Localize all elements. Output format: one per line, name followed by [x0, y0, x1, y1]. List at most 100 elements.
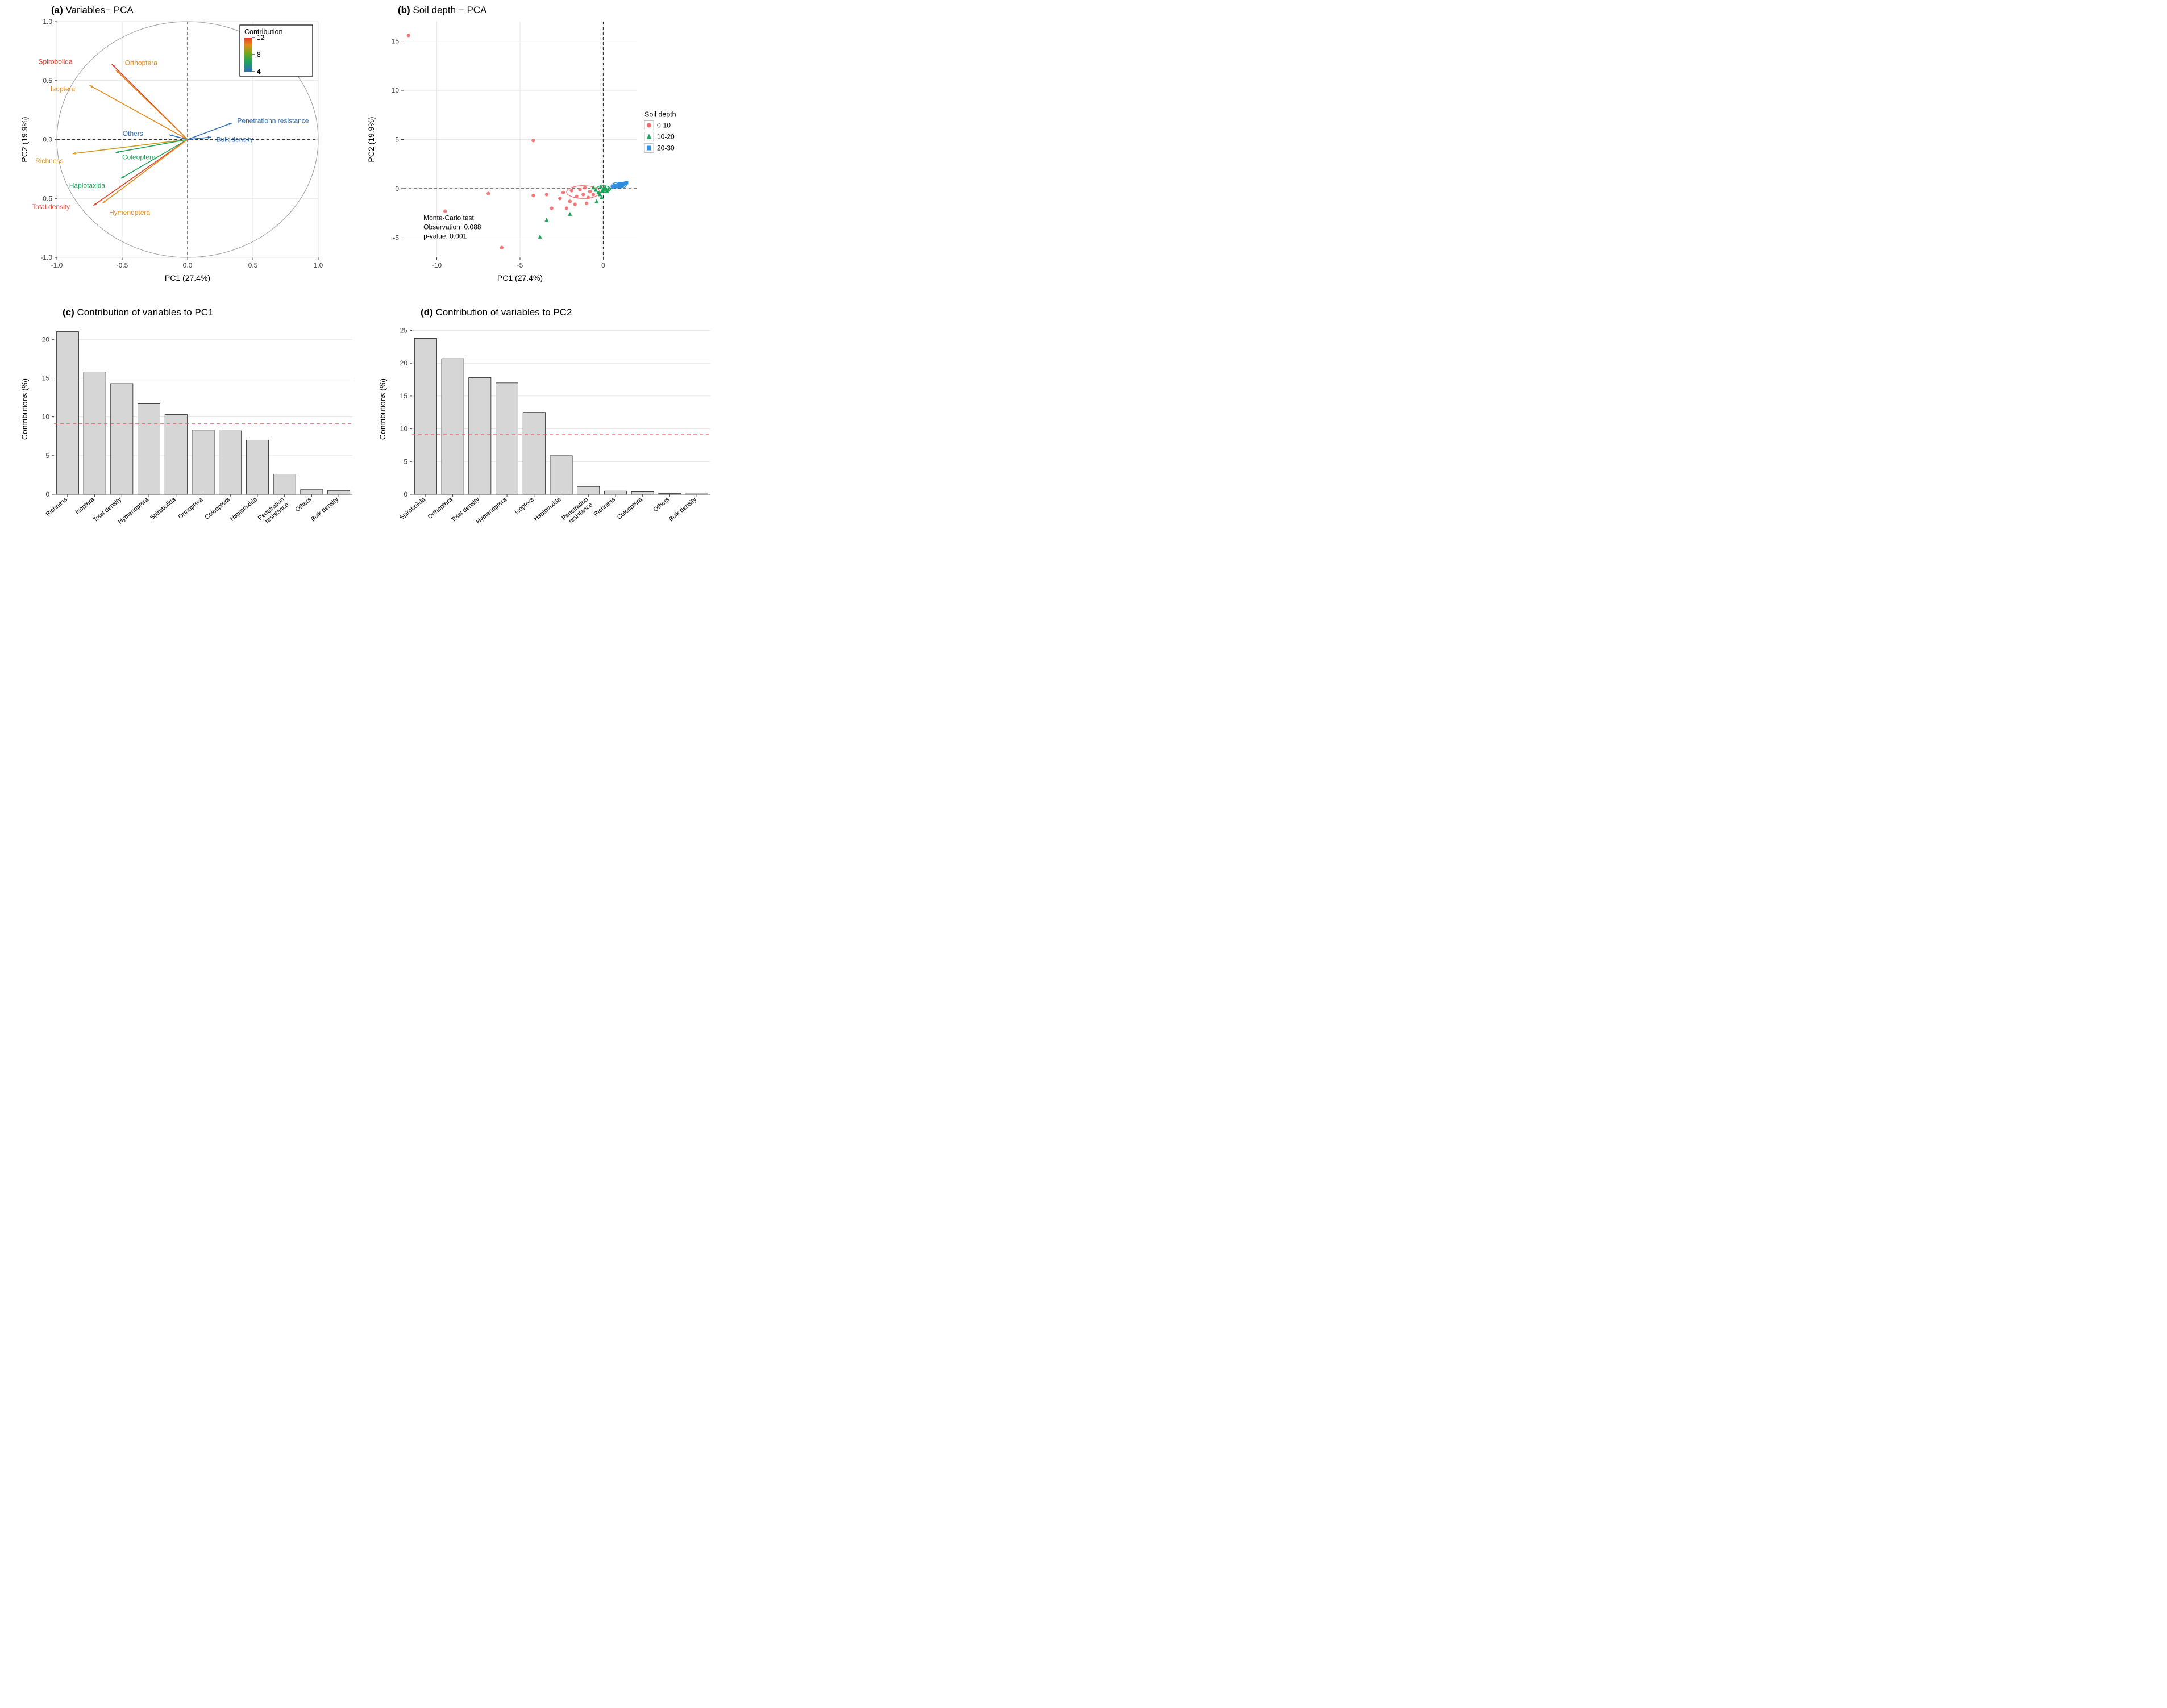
contribution-bar	[328, 490, 350, 494]
pca-variable-label: Penetrationn resistance	[237, 116, 309, 124]
contribution-bar	[631, 491, 654, 494]
bar-category-label: Haplotaxida	[229, 496, 259, 523]
scatter-point	[565, 206, 568, 210]
pca-variable-label: Others	[123, 130, 143, 138]
scatter-point	[531, 139, 535, 142]
panel-b-ytick: 10	[392, 86, 400, 94]
contribution-bar	[469, 378, 491, 494]
scatter-point	[588, 190, 592, 193]
bar-category-label: Spirobolida	[398, 496, 427, 522]
panel-a-title-text: Variables− PCA	[66, 5, 134, 15]
panel-b-plot: -10-50-5051015Monte-Carlo testObservatio…	[364, 16, 716, 289]
panel-a-ytick: -0.5	[40, 194, 52, 202]
contribution-bar	[523, 413, 545, 494]
figure-root: (a) Variables− PCA -1.0-0.50.00.51.0-1.0…	[0, 0, 722, 569]
bar-ytick: 10	[42, 413, 50, 421]
bar-ylabel: Contributions (%)	[378, 378, 387, 440]
panel-a-xlabel: PC1 (27.4%)	[165, 273, 210, 282]
scatter-point	[443, 210, 447, 213]
panel-a-ytick: 1.0	[43, 18, 52, 26]
pca-variable-label: Haplotaxida	[69, 181, 106, 189]
scatter-point	[550, 206, 553, 210]
bar-category-label: Spirobolida	[149, 496, 178, 522]
monte-carlo-annotation: Observation: 0.088	[423, 223, 481, 231]
scatter-point	[558, 197, 561, 200]
bar-ytick: 5	[404, 457, 407, 465]
scatter-point	[585, 202, 588, 205]
scatter-point	[587, 195, 590, 199]
panel-a-ylabel: PC2 (19.9%)	[20, 116, 29, 162]
contribution-bar	[442, 359, 464, 494]
pca-variable-label: Richness	[35, 157, 63, 165]
pca-variable-label: Coleoptera	[122, 153, 156, 161]
scatter-point	[500, 246, 504, 249]
soil-depth-legend-title: Soil depth	[644, 111, 676, 119]
panel-b-ytick: 0	[395, 185, 399, 193]
scatter-point	[592, 193, 595, 196]
scatter-point	[614, 185, 617, 188]
panel-c-title-text: Contribution of variables to PC1	[77, 307, 214, 318]
bar-category-label: Others	[294, 496, 313, 514]
scatter-point	[619, 184, 623, 188]
contribution-bar	[414, 338, 436, 494]
scatter-point	[570, 189, 573, 192]
panel-d-title-text: Contribution of variables to PC2	[435, 307, 572, 318]
bar-ytick: 0	[45, 490, 49, 498]
bar-category-label: Isoptera	[74, 496, 96, 516]
bar-ylabel: Contributions (%)	[20, 378, 29, 440]
legend-label: 0-10	[657, 122, 671, 130]
monte-carlo-annotation: p-value: 0.001	[423, 232, 467, 240]
contribution-bar	[496, 383, 518, 494]
bar-category-label: Coleoptera	[203, 496, 232, 521]
bar-category-label: Haplotaxida	[533, 496, 563, 523]
contribution-bar	[84, 372, 106, 494]
bar-category-label: Bulk density	[310, 496, 340, 523]
bar-ytick: 10	[400, 425, 408, 433]
contribution-bar	[165, 415, 187, 494]
bar-ytick: 0	[404, 490, 407, 498]
contribution-bar	[56, 332, 78, 494]
panel-b-title-text: Soil depth − PCA	[413, 5, 486, 15]
bar-category-label: Richness	[44, 496, 69, 518]
panel-b-ylabel: PC2 (19.9%)	[367, 116, 376, 162]
scatter-point	[583, 186, 587, 189]
panel-b-prefix: (b)	[398, 5, 410, 15]
monte-carlo-annotation: Monte-Carlo test	[423, 214, 474, 222]
scatter-point	[561, 191, 565, 194]
panel-a-xtick: 1.0	[314, 261, 323, 269]
panel-a-xtick: -0.5	[117, 261, 128, 269]
panel-d-title: (d) Contribution of variables to PC2	[421, 307, 716, 318]
panel-a-xtick: -1.0	[51, 261, 63, 269]
contribution-bar	[273, 474, 296, 494]
legend-label: 20-30	[657, 144, 675, 152]
bar-ytick: 20	[42, 335, 50, 343]
scatter-point	[575, 195, 578, 198]
scatter-point	[578, 188, 581, 191]
scatter-point	[625, 181, 628, 185]
panel-a-xtick: 0.5	[248, 261, 258, 269]
scatter-point	[486, 191, 490, 195]
panel-a-xtick: 0.0	[183, 261, 193, 269]
contribution-bar	[219, 431, 242, 494]
scatter-point	[568, 199, 572, 203]
panel-a: (a) Variables− PCA -1.0-0.50.00.51.0-1.0…	[17, 5, 335, 289]
panel-c-plot: 05101520RichnessIsopteraTotal densityHym…	[17, 318, 358, 557]
scatter-point	[531, 194, 535, 197]
panel-b-ytick: 15	[392, 38, 400, 45]
panel-b-xtick: -5	[517, 261, 523, 269]
panel-c: (c) Contribution of variables to PC1 051…	[17, 307, 358, 557]
contribution-bar	[577, 486, 600, 494]
panel-d-plot: 0510152025SpirobolidaOrthopteraTotal den…	[375, 318, 716, 557]
panel-a-plot: -1.0-0.50.00.51.0-1.0-0.50.00.51.0Spirob…	[17, 16, 335, 289]
contribution-bar	[550, 456, 572, 494]
scatter-point	[573, 202, 576, 206]
legend-marker	[647, 146, 651, 151]
pca-variable-label: Bulk density	[217, 136, 253, 144]
pca-variable-label: Spirobolida	[39, 58, 73, 66]
scatter-point	[581, 193, 585, 196]
bar-ytick: 25	[400, 327, 408, 335]
contribution-tick: 8	[257, 51, 261, 59]
panel-b-xtick: 0	[601, 261, 605, 269]
contribution-gradient-bar	[244, 38, 252, 72]
contribution-bar	[604, 491, 626, 494]
